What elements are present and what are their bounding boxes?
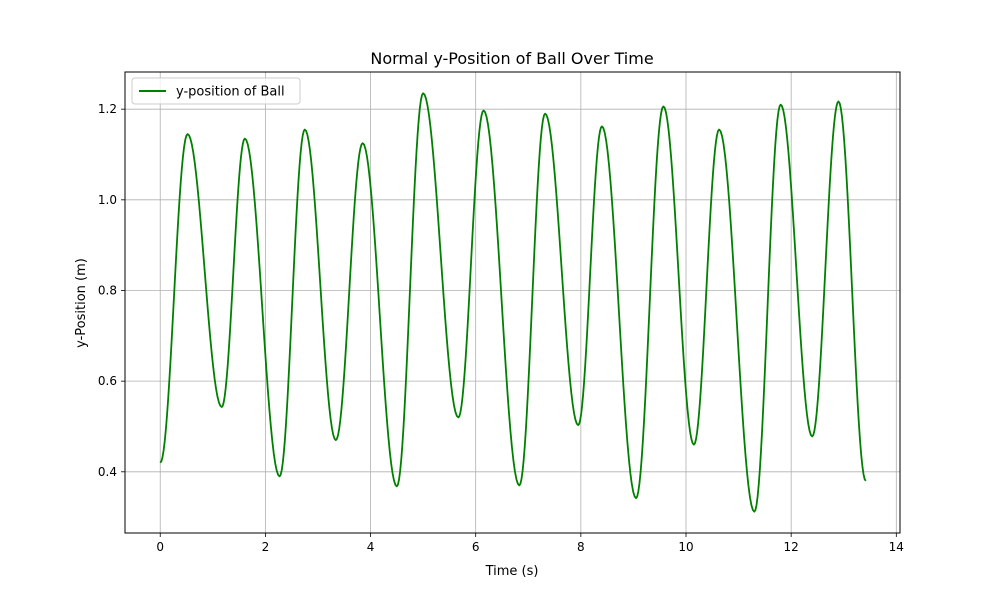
chart-title: Normal y-Position of Ball Over Time (370, 49, 653, 68)
x-tick-label: 10 (678, 540, 693, 554)
legend-box (131, 77, 301, 105)
x-tick-label: 14 (889, 540, 904, 554)
y-tick-label: 0.4 (98, 465, 117, 479)
y-tick-label: 0.8 (98, 283, 117, 297)
legend-label: y-position of Ball (176, 85, 285, 100)
axes-frame (124, 71, 901, 534)
x-tick-label: 8 (577, 540, 585, 554)
x-tick-label: 6 (472, 540, 480, 554)
x-tick-label: 4 (367, 540, 375, 554)
plot-area (159, 92, 867, 513)
x-axis-label: Time (s) (485, 564, 539, 579)
legend: y-position of Ball (131, 77, 301, 105)
grid (125, 72, 900, 533)
y-axis-label: y-Position (m) (74, 258, 89, 348)
x-tick-label: 12 (784, 540, 799, 554)
ticks: 0 2 4 6 8 10 12 14 0.4 0.6 0.8 1.0 1.2 (98, 102, 904, 554)
y-tick-label: 1.2 (98, 102, 117, 116)
y-tick-label: 1.0 (98, 193, 117, 207)
series-line-y-position (159, 92, 867, 513)
x-tick-label: 0 (156, 540, 164, 554)
x-tick-label: 2 (262, 540, 270, 554)
y-tick-label: 0.6 (98, 374, 117, 388)
